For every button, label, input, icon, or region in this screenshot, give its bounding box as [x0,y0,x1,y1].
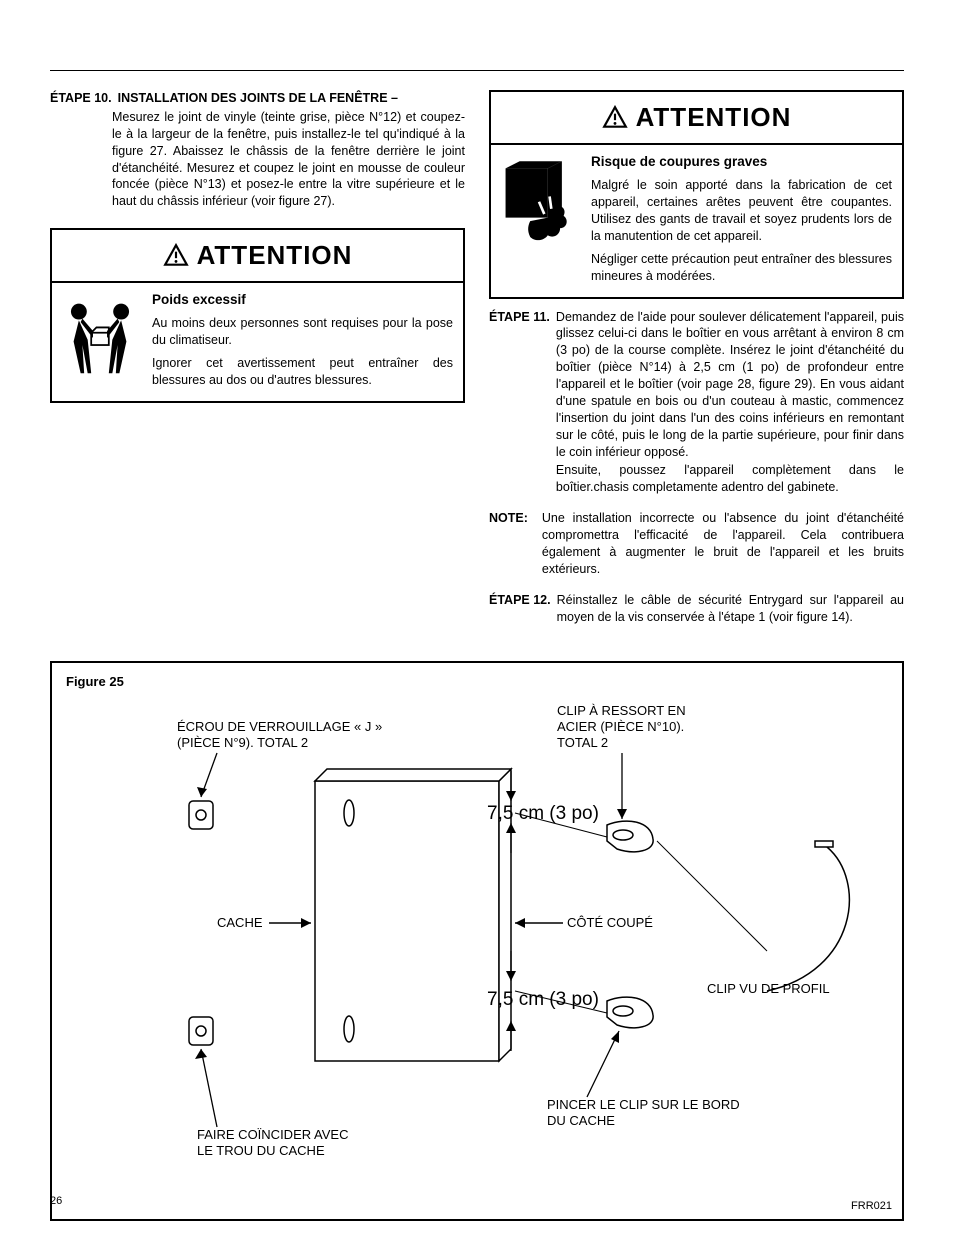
warning-cuts-p2: Négliger cette précaution peut entraîner… [591,251,892,285]
warning-cuts-header: ATTENTION [636,100,792,135]
page-number: 26 [50,1194,62,1209]
step10-body: Mesurez le joint de vinyle (teinte grise… [112,109,465,210]
warning-weight-p2: Ignorer cet avertissement peut entraîner… [152,355,453,389]
label-faire-line2: LE TROU DU CACHE [197,1143,325,1158]
label-ecrou-line2: (PIÈCE N°9). TOTAL 2 [177,735,308,750]
warning-cuts-heading: Risque de coupures graves [591,153,892,171]
step12-label: ÉTAPE 12. [489,592,551,626]
warning-cuts-title: ATTENTION [491,92,902,145]
warning-triangle-icon [602,105,628,131]
label-clip-ressort-1: CLIP À RESSORT EN [557,703,686,718]
figure-25: Figure 25 [50,661,904,1221]
warning-triangle-icon [163,243,189,269]
figure-caption: Figure 25 [66,673,888,691]
sharp-edge-icon [491,145,587,296]
warning-weight: ATTENTION Poids excessi [50,228,465,403]
label-cote-coupe: CÔTÉ COUPÉ [567,915,653,930]
step11-label: ÉTAPE 11. [489,309,550,497]
note-body: Une installation incorrecte ou l'absence… [542,510,904,578]
two-people-lifting-icon [52,283,148,401]
right-column: ATTENTION Risque de coupures graves Mal [489,90,904,639]
label-dim1: 7,5 cm (3 po) [487,803,599,824]
warning-weight-heading: Poids excessif [152,291,453,309]
step-12: ÉTAPE 12. Réinstallez le câble de sécuri… [489,592,904,626]
step-11: ÉTAPE 11. Demandez de l'aide pour soulev… [489,309,904,497]
figure-25-svg: ÉCROU DE VERROUILLAGE « J » (PIÈCE N°9).… [66,691,888,1191]
step10-title: INSTALLATION DES JOINTS DE LA FENÊTRE – [118,91,398,105]
step-10: ÉTAPE 10. INSTALLATION DES JOINTS DE LA F… [50,90,465,210]
label-cache: CACHE [217,915,263,930]
warning-weight-title: ATTENTION [52,230,463,283]
step12-body: Réinstallez le câble de sécurité Entryga… [557,592,904,626]
label-clip-ressort-3: TOTAL 2 [557,735,608,750]
label-clip-ressort-2: ACIER (PIÈCE N°10). [557,719,684,734]
step10-label: ÉTAPE 10. [50,91,112,105]
label-clip-profil: CLIP VU DE PROFIL [707,981,830,996]
warning-cuts-p1: Malgré le soin apporté dans la fabricati… [591,177,892,245]
label-faire-line1: FAIRE COÏNCIDER AVEC [197,1127,348,1142]
warning-cuts: ATTENTION Risque de coupures graves Mal [489,90,904,299]
note-label: NOTE: [489,510,528,578]
figure-code: FRR021 [851,1199,892,1214]
step11-body-a: Demandez de l'aide pour soulever délicat… [556,309,904,461]
warning-weight-p1: Au moins deux personnes sont requises po… [152,315,453,349]
note-block: NOTE: Une installation incorrecte ou l'a… [489,510,904,578]
label-pincer-2: DU CACHE [547,1113,615,1128]
warning-weight-header: ATTENTION [197,238,353,273]
label-pincer-1: PINCER LE CLIP SUR LE BORD [547,1097,740,1112]
left-column: ÉTAPE 10. INSTALLATION DES JOINTS DE LA F… [50,90,465,639]
step11-body-b: Ensuite, poussez l'appareil complètement… [556,462,904,496]
label-ecrou-line1: ÉCROU DE VERROUILLAGE « J » [177,719,382,734]
